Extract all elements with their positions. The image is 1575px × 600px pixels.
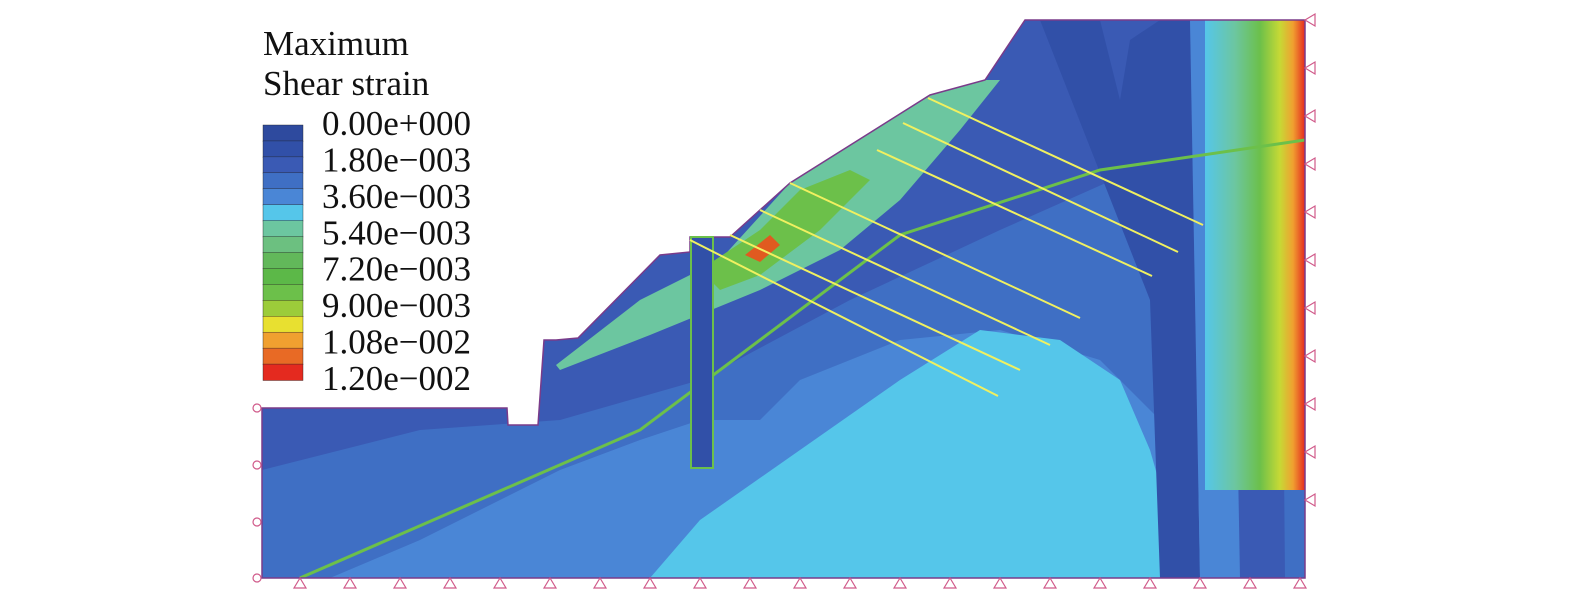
legend-swatch (262, 347, 304, 365)
legend-label: 1.08e−002 (322, 323, 471, 362)
support (392, 576, 408, 589)
support (1192, 576, 1208, 589)
anchors (689, 97, 1204, 397)
support (1303, 348, 1316, 364)
legend: 0.00e+0001.80e−0033.60e−0035.40e−0037.20… (262, 104, 471, 398)
support (252, 517, 262, 527)
support (1303, 204, 1316, 220)
support (542, 576, 558, 589)
supports (252, 12, 1316, 589)
legend-label: 7.20e−003 (322, 250, 471, 289)
support (942, 576, 958, 589)
support (292, 576, 308, 589)
support (252, 403, 262, 413)
support (792, 576, 808, 589)
legend-swatch (262, 252, 304, 270)
support (1303, 252, 1316, 268)
support (252, 573, 262, 583)
legend-swatch (262, 220, 304, 238)
support (442, 576, 458, 589)
legend-swatch (262, 316, 304, 333)
support (1303, 444, 1316, 460)
legend-swatch (262, 140, 304, 158)
legend-swatch (262, 124, 304, 142)
support (1042, 576, 1058, 589)
support (1303, 492, 1316, 508)
pile (690, 236, 714, 469)
support (592, 576, 608, 589)
legend-swatch (262, 188, 304, 206)
legend-swatch (262, 268, 304, 286)
support (742, 576, 758, 589)
legend-label: 5.40e−003 (322, 213, 471, 252)
legend-label: 3.60e−003 (322, 177, 471, 216)
support (992, 576, 1008, 589)
support (1303, 60, 1316, 76)
legend-swatch (262, 331, 304, 349)
legend-swatch (262, 172, 304, 190)
support (252, 460, 262, 470)
support (692, 576, 708, 589)
support (1303, 12, 1316, 28)
support (1242, 576, 1258, 589)
support (1292, 576, 1308, 589)
support (1303, 156, 1316, 172)
legend-swatch (262, 363, 304, 381)
legend-swatch (262, 236, 304, 254)
support (1303, 108, 1316, 124)
support (342, 576, 358, 589)
support (642, 576, 658, 589)
legend-label: 1.20e−002 (322, 359, 471, 398)
support (842, 576, 858, 589)
legend-swatch (262, 204, 304, 222)
legend-swatch (262, 284, 304, 302)
legend-label: 1.80e−003 (322, 140, 471, 179)
support (1303, 300, 1316, 316)
legend-swatch (262, 300, 304, 317)
legend-title: Shear strain (263, 64, 429, 103)
support (1142, 576, 1158, 589)
legend-title: Maximum (263, 24, 409, 63)
legend-label: 0.00e+000 (322, 104, 471, 143)
legend-swatch (262, 156, 304, 174)
support (1303, 396, 1316, 412)
support (492, 576, 508, 589)
support (1092, 576, 1108, 589)
legend-label: 9.00e−003 (322, 286, 471, 325)
support (892, 576, 908, 589)
